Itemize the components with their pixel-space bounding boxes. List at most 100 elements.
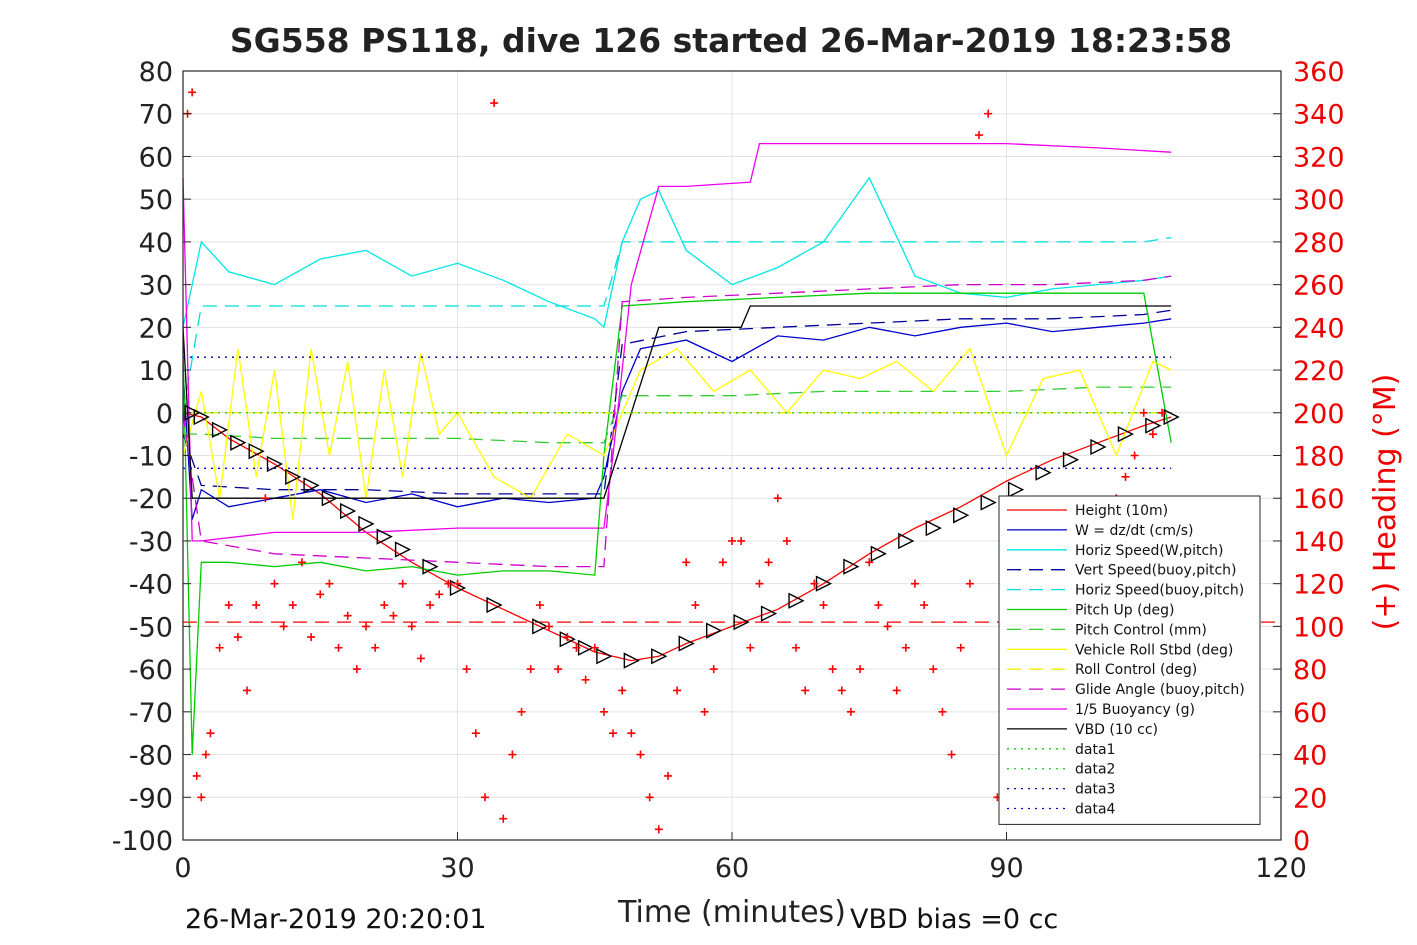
heading-point — [206, 729, 215, 738]
x-tick-label: 60 — [715, 853, 749, 884]
heading-point — [682, 558, 691, 567]
heading-point — [1121, 472, 1130, 481]
axis-ticks: 0 30 60 90 12080706050403020100-10-20-30-40-… — [112, 57, 1345, 884]
y-tick-label: 10 — [139, 356, 173, 387]
y-tick-label: -80 — [129, 741, 173, 772]
heading-point — [1148, 430, 1157, 439]
x-tick-label: 90 — [989, 853, 1023, 884]
heading-point — [389, 611, 398, 620]
triangle-marker — [980, 494, 997, 511]
heading-point — [663, 771, 672, 780]
y2-tick-label: 220 — [1293, 356, 1345, 387]
series-line — [182, 292, 1172, 755]
triangle-marker — [422, 558, 439, 575]
heading-point — [599, 707, 608, 716]
y-tick-label: -40 — [129, 570, 173, 601]
heading-point — [837, 686, 846, 695]
heading-point — [883, 622, 892, 631]
y2-tick-label: 80 — [1293, 655, 1327, 686]
triangle-marker — [266, 455, 284, 473]
y2-tick-label: 280 — [1293, 228, 1345, 259]
y2-tick-label: 160 — [1293, 484, 1345, 515]
heading-point — [201, 750, 210, 759]
heading-point — [700, 707, 709, 716]
y-tick-label: -50 — [129, 612, 173, 643]
y2-tick-label: 200 — [1293, 399, 1345, 430]
y-tick-label: 70 — [139, 100, 173, 131]
heading-point — [517, 707, 526, 716]
heading-point — [462, 665, 471, 674]
x-tick-label: 0 — [174, 853, 191, 884]
triangle-marker — [532, 618, 549, 635]
y2-tick-label: 360 — [1293, 57, 1345, 88]
triangle-marker — [651, 648, 668, 665]
heading-point — [563, 633, 572, 642]
heading-point — [215, 643, 224, 652]
heading-point — [1139, 408, 1148, 417]
y-tick-label: 50 — [139, 185, 173, 216]
x-axis-label: Time (minutes) — [617, 895, 846, 930]
legend-label: data2 — [1075, 762, 1115, 778]
y-tick-label: 40 — [139, 228, 173, 259]
heading-point — [737, 536, 746, 545]
triangle-marker — [1090, 438, 1107, 456]
triangle-marker — [706, 622, 723, 639]
legend-label: Horiz Speed(buoy,pitch) — [1075, 583, 1244, 599]
y-tick-label: -60 — [129, 655, 173, 686]
y-tick-label: -90 — [129, 783, 173, 814]
series-line — [183, 386, 1172, 444]
heading-point — [618, 686, 627, 695]
triangle-marker — [925, 519, 942, 537]
heading-point — [233, 633, 242, 642]
heading-point — [901, 643, 910, 652]
heading-point — [279, 622, 288, 631]
heading-point — [572, 643, 581, 652]
heading-point — [325, 579, 334, 588]
legend-label: Roll Control (deg) — [1075, 662, 1197, 678]
heading-point — [636, 750, 645, 759]
heading-point — [188, 88, 197, 97]
heading-point — [856, 665, 865, 674]
heading-point — [892, 686, 901, 695]
y-tick-label: 0 — [156, 399, 173, 430]
legend-label: W = dz/dt (cm/s) — [1075, 523, 1194, 539]
legend-label: 1/5 Buoyancy (g) — [1075, 702, 1195, 718]
y2-tick-label: 260 — [1293, 271, 1345, 302]
heading-point — [654, 825, 663, 834]
triangle-marker — [678, 635, 695, 652]
heading-point — [782, 536, 791, 545]
y2-tick-label: 240 — [1293, 313, 1345, 344]
heading-point — [956, 643, 965, 652]
series-line — [182, 412, 1172, 662]
legend-label: Vert Speed(buoy,pitch) — [1075, 563, 1237, 579]
heading-point — [929, 665, 938, 674]
heading-point — [819, 601, 828, 610]
triangle-marker — [870, 545, 887, 562]
right-axis-label: (+) Heading (°M) — [1368, 374, 1403, 631]
heading-point — [865, 558, 874, 567]
triangle-marker — [211, 421, 229, 438]
heading-point — [911, 579, 919, 588]
series-line — [182, 347, 1172, 520]
heading-point — [545, 622, 553, 631]
y-tick-label: 80 — [139, 57, 173, 88]
triangle-marker — [1163, 408, 1180, 426]
heading-point — [499, 814, 508, 823]
heading-point — [773, 494, 782, 503]
heading-point — [975, 131, 984, 140]
heading-point — [252, 601, 261, 610]
triangle-marker — [733, 613, 750, 631]
heading-point — [535, 601, 544, 610]
heading-point — [709, 665, 718, 674]
heading-point — [334, 643, 343, 652]
heading-point — [801, 686, 810, 695]
heading-point — [792, 643, 801, 652]
triangle-marker — [1062, 451, 1080, 468]
heading-point — [554, 665, 563, 674]
heading-point — [416, 654, 425, 663]
triangle-marker — [843, 558, 860, 575]
legend-label: VBD (10 cc) — [1075, 722, 1158, 738]
triangle-marker — [898, 532, 915, 550]
y2-tick-label: 180 — [1293, 442, 1345, 473]
y2-tick-label: 320 — [1293, 142, 1345, 173]
